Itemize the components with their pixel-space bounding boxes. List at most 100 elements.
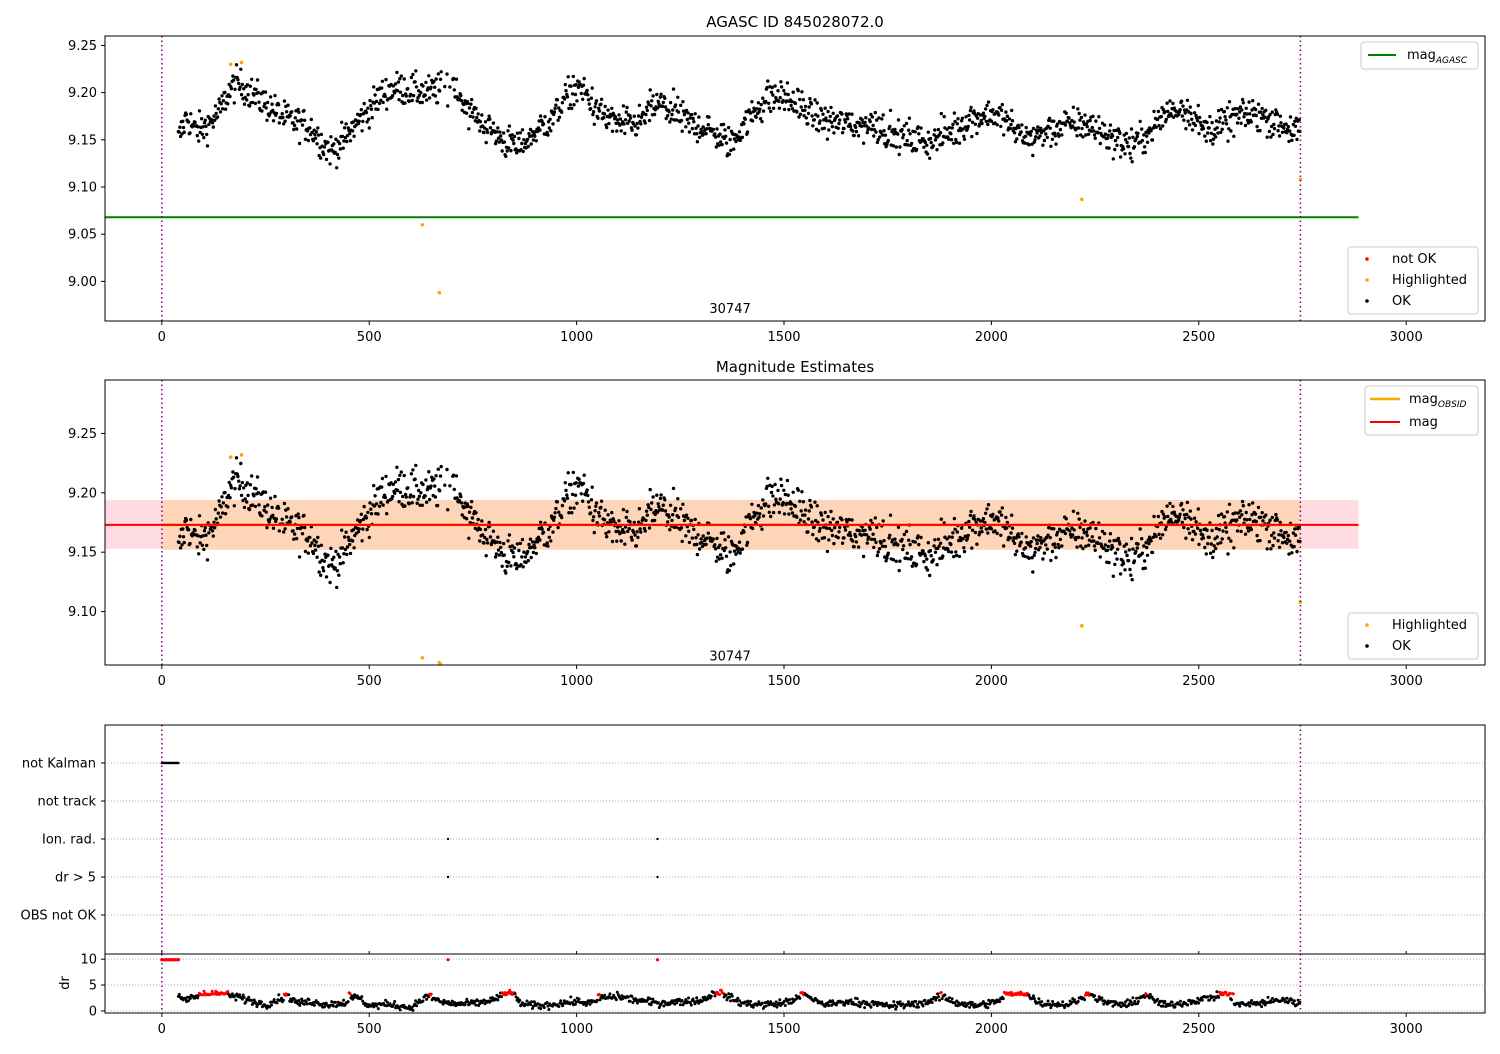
ok-point [480,113,484,117]
ok-point [232,101,236,105]
ok-point [591,518,595,523]
ok-point [303,525,307,530]
ok-point [1071,509,1076,513]
dr-point [1248,1004,1252,1008]
ok-point [557,510,561,514]
ok-point [773,482,777,487]
ok-point [859,124,864,128]
dr-point [608,992,612,996]
ok-point [407,99,411,104]
ok-point [606,108,610,112]
ok-point [1215,535,1219,539]
dr-flagged-point [718,993,722,996]
ok-point [602,112,607,116]
ok-point [791,490,795,494]
ok-point [295,526,300,531]
dr-point [680,999,684,1002]
ok-point [1142,145,1147,149]
ok-point [1008,126,1012,131]
ok-point [1116,547,1120,551]
ok-point [882,539,886,543]
ok-point [1248,112,1252,116]
ok-point [832,526,837,530]
ok-point [568,506,573,510]
ok-point [293,116,297,120]
ok-point [366,510,370,515]
ok-point [668,503,673,507]
dr-point [820,1000,824,1004]
dr-flagged-point [1228,991,1232,995]
highlighted-point [239,60,244,65]
ok-point [232,504,236,508]
ok-point [1154,125,1158,129]
ok-point [538,520,543,524]
ok-point [234,63,239,67]
ok-point [686,516,690,520]
ok-point [510,544,514,548]
ok-point [340,134,345,139]
ok-point [522,550,526,554]
ok-point [424,478,428,482]
ok-point [704,132,708,136]
dr-point [230,992,234,996]
ok-point [646,503,650,507]
ok-point [439,70,443,74]
ok-point [328,162,332,166]
ok-point [1072,120,1076,124]
ok-point [525,137,530,142]
ok-point [1235,112,1239,117]
ok-point [267,520,271,524]
ok-point [231,470,235,474]
ok-point [778,96,782,100]
ok-point [1247,100,1251,104]
ok-point [1113,562,1117,567]
ok-point [572,506,576,510]
ok-point [509,564,513,568]
ok-point [721,531,726,535]
ok-point [1165,504,1169,508]
ok-point [831,111,835,116]
dr-point [736,996,740,1000]
ok-point [1194,520,1198,524]
flag-label: dr > 5 [55,871,96,886]
ok-point [1045,135,1050,140]
ok-point [316,535,320,540]
ok-point [432,79,436,84]
ok-point [875,140,880,145]
ok-point [896,118,901,122]
ok-point [563,481,567,485]
ok-point [888,108,893,113]
ok-point [393,480,398,484]
dr-point [940,997,944,1001]
ok-point [277,121,281,125]
ok-point [1295,137,1299,142]
ok-point [1008,536,1012,540]
ok-point [500,564,504,568]
ok-point [854,129,859,134]
ok-point [247,104,252,108]
ok-point [1235,529,1240,533]
ok-point [240,82,244,87]
ok-point [1216,513,1221,518]
ok-point [586,500,591,504]
ok-point [1201,536,1206,540]
dr-point [684,998,688,1002]
ok-point [1291,531,1296,535]
ok-point [316,133,321,137]
ok-point [1129,156,1133,160]
ok-point [901,133,906,137]
ok-point [856,134,861,138]
ok-point [933,138,938,142]
ok-point [488,535,493,539]
ok-point [803,513,807,517]
ok-point [319,543,324,547]
ok-point [1274,512,1278,517]
ok-point [647,526,652,530]
ok-point [962,549,967,554]
ok-point [335,585,339,590]
dr-point [987,998,991,1002]
ok-point [178,125,182,129]
dr-point [783,1004,787,1007]
panel-agasc-title: AGASC ID 845028072.0 [706,13,884,31]
ok-point [256,90,260,95]
